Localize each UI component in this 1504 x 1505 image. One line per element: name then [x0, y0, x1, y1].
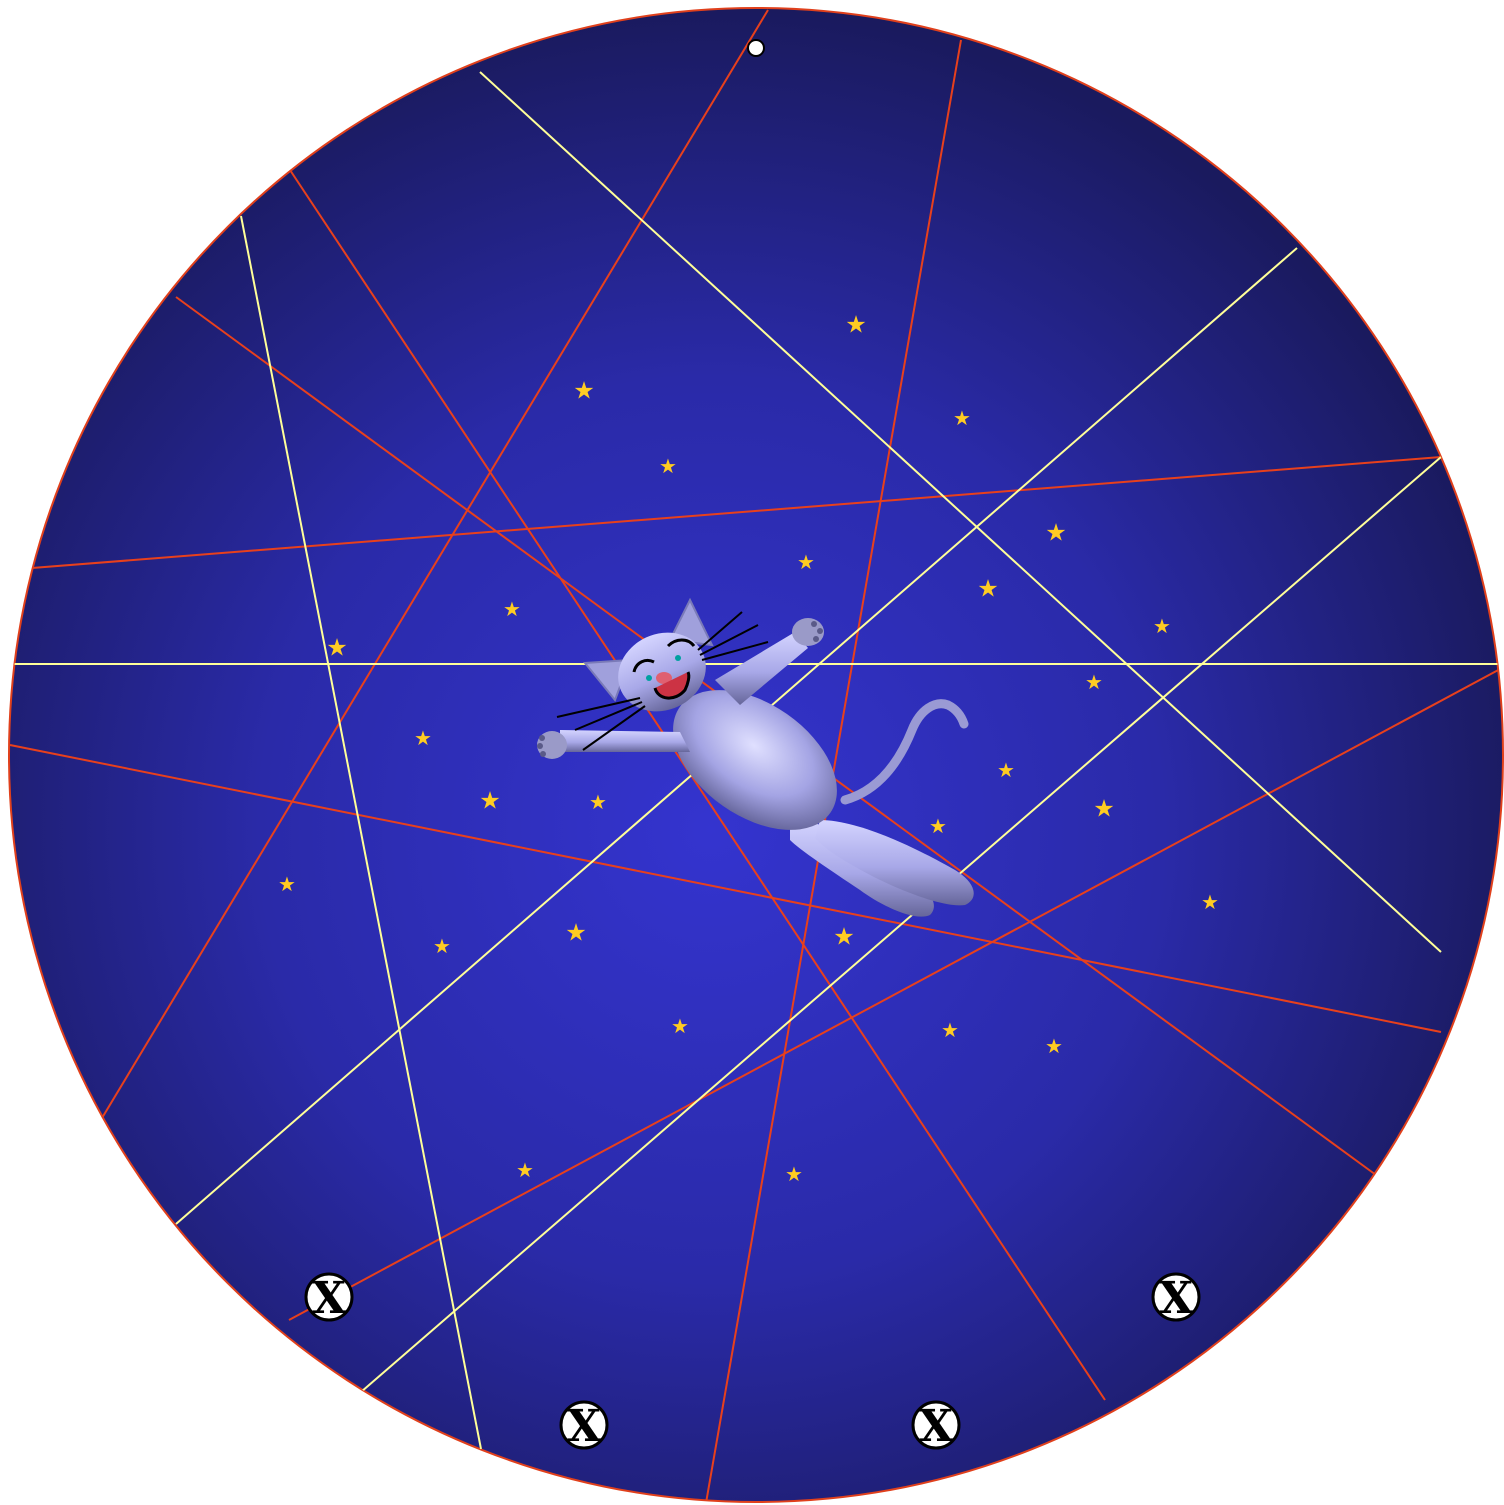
- stars-layer: ★ ★ ★ ★ ★ ★ ★ ★ ★ ★ ★ ★ ★ ★ ★ ★ ★ ★ ★ ★ ★ ★ ★ ★ ★ ★ ★: [278, 310, 1219, 1186]
- star-icon: ★: [997, 758, 1015, 782]
- yellow-beam: [479, 71, 1442, 953]
- star-icon: ★: [797, 550, 815, 574]
- cat-tail: [840, 699, 969, 805]
- cat-whiskers: [556, 611, 769, 751]
- star-icon: ★: [278, 872, 296, 896]
- cat-brow-right: [666, 638, 696, 648]
- cat-mouth: [653, 671, 691, 700]
- star-icon: ★: [479, 786, 501, 814]
- yellow-beam: [360, 456, 1442, 1393]
- star-icon: ★: [659, 454, 677, 478]
- star-icon: ★: [573, 376, 595, 404]
- marker-label: X: [919, 1401, 954, 1452]
- cat-right-arm: [715, 632, 808, 705]
- red-beam: [289, 169, 1106, 1401]
- star-icon: ★: [565, 918, 587, 946]
- ball[interactable]: [747, 39, 765, 57]
- marker-label: X: [567, 1401, 602, 1452]
- star-icon: ★: [977, 574, 999, 602]
- marker-label: X: [312, 1273, 347, 1324]
- cat-back-legs: [790, 820, 974, 917]
- star-icon: ★: [941, 1018, 959, 1042]
- marker-left[interactable]: X: [304, 1272, 354, 1324]
- cat-left-arm: [560, 730, 690, 752]
- star-icon: ★: [1093, 794, 1115, 822]
- star-icon: ★: [326, 633, 348, 661]
- star-icon: ★: [1045, 518, 1067, 546]
- cat-right-paw: [792, 618, 824, 646]
- cat-nose: [656, 672, 672, 684]
- red-beam: [31, 456, 1442, 569]
- star-icon: ★: [1045, 1034, 1063, 1058]
- star-icon: ★: [671, 1014, 689, 1038]
- star-icon: ★: [845, 310, 867, 338]
- cat-eye-right: [675, 655, 681, 661]
- marker-bottom-left[interactable]: X: [559, 1400, 609, 1452]
- star-icon: ★: [516, 1158, 534, 1182]
- cat-left-paw: [537, 731, 567, 759]
- star-icon: ★: [833, 922, 855, 950]
- red-beam: [9, 744, 1442, 1033]
- red-beam: [95, 9, 769, 1129]
- star-icon: ★: [589, 790, 607, 814]
- red-beam: [288, 667, 1503, 1321]
- yellow-beam: [240, 215, 482, 1450]
- star-icon: ★: [503, 597, 521, 621]
- cat-body: [673, 690, 837, 830]
- star-icon: ★: [1085, 670, 1103, 694]
- star-icon: ★: [929, 814, 947, 838]
- star-icon: ★: [1201, 890, 1219, 914]
- star-icon: ★: [953, 406, 971, 430]
- floating-cat: [537, 597, 974, 917]
- marker-label: X: [1159, 1273, 1194, 1324]
- star-icon: ★: [414, 726, 432, 750]
- star-icon: ★: [433, 934, 451, 958]
- marker-right[interactable]: X: [1151, 1272, 1201, 1324]
- star-icon: ★: [785, 1162, 803, 1186]
- cat-brow-left: [632, 658, 655, 673]
- star-icon: ★: [1153, 614, 1171, 638]
- cat-eye-left: [646, 675, 652, 681]
- marker-bottom-right[interactable]: X: [911, 1400, 961, 1452]
